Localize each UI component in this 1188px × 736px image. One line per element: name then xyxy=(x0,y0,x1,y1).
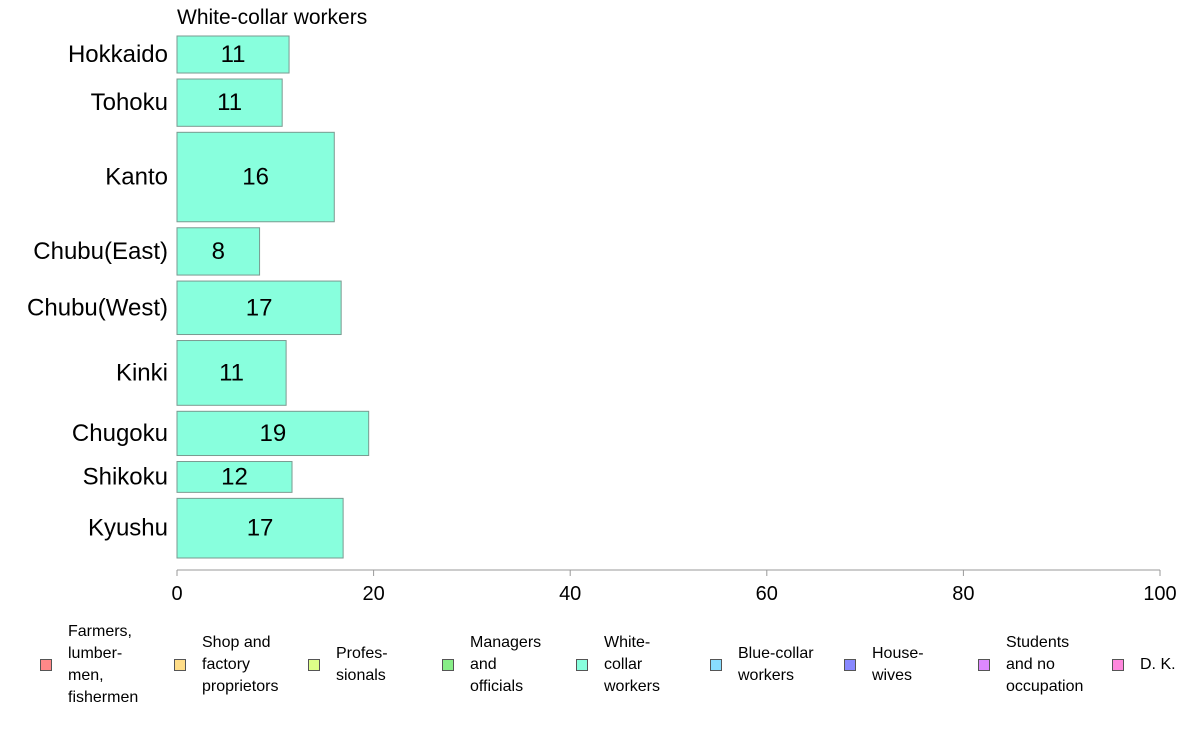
bar xyxy=(176,227,261,276)
category-label: Chubu(East) xyxy=(33,238,168,265)
data-label: 11 xyxy=(221,41,246,68)
legend-label: House- wives xyxy=(872,645,924,684)
data-label: 17 xyxy=(247,515,274,542)
legend-swatch xyxy=(40,659,52,671)
category-label: Tohoku xyxy=(91,89,168,116)
legend-item: Managers and officials xyxy=(442,632,541,698)
bar xyxy=(176,131,335,223)
legend-item: White- collar workers xyxy=(576,632,660,698)
x-tick-label: 20 xyxy=(362,583,384,605)
legend-swatch xyxy=(442,659,454,671)
bar xyxy=(176,35,290,74)
data-label: 16 xyxy=(242,164,269,191)
bar xyxy=(176,78,283,127)
legend-item: Blue-collar workers xyxy=(710,643,814,687)
legend-swatch xyxy=(710,659,722,671)
legend-label: D. K. xyxy=(1140,656,1176,673)
legend-item: Profes- sionals xyxy=(308,643,388,687)
legend-label: Managers and officials xyxy=(470,634,542,695)
bar-chart: Hokkaido 11 Tohoku 11 Kanto 16 Chubu(East) 8 Chu… xyxy=(27,35,1177,605)
data-label: 8 xyxy=(212,238,225,265)
legend-swatch xyxy=(1112,659,1124,671)
category-label: Hokkaido xyxy=(68,41,168,68)
legend-swatch xyxy=(978,659,990,671)
category-label: Chugoku xyxy=(72,420,168,447)
data-label: 11 xyxy=(217,89,242,116)
legend-label: White- collar workers xyxy=(604,634,661,695)
category-label: Shikoku xyxy=(83,463,168,490)
legend-label: Profes- sionals xyxy=(336,645,388,684)
category-label: Kinki xyxy=(116,359,168,386)
category-label: Chubu(West) xyxy=(27,294,168,321)
bar xyxy=(176,280,342,336)
bar xyxy=(176,340,287,406)
category-label: Kanto xyxy=(105,164,168,191)
legend-item: D. K. xyxy=(1112,654,1176,676)
legend-item: Shop and factory proprietors xyxy=(174,632,278,698)
legend-swatch xyxy=(308,659,320,671)
legend-label: Blue-collar workers xyxy=(738,645,814,684)
data-label: 12 xyxy=(221,463,248,490)
x-tick-label: 60 xyxy=(756,583,778,605)
data-label: 17 xyxy=(246,294,273,321)
legend-swatch xyxy=(174,659,186,671)
x-tick-label: 80 xyxy=(952,583,974,605)
legend-item: House- wives xyxy=(844,643,924,687)
bar xyxy=(176,461,293,493)
legend-item: Farmers, lumber- men, fishermen xyxy=(40,621,138,709)
legend-swatch xyxy=(576,659,588,671)
category-label: Kyushu xyxy=(88,515,168,542)
chart-title: White-collar workers xyxy=(177,6,368,29)
data-label: 19 xyxy=(259,420,286,447)
legend-label: Students and no occupation xyxy=(1006,634,1084,695)
x-tick-label: 40 xyxy=(559,583,581,605)
x-tick-label: 100 xyxy=(1143,583,1176,605)
bar xyxy=(176,497,344,559)
legend-label: Shop and factory proprietors xyxy=(202,634,279,695)
legend-item: Students and no occupation xyxy=(978,632,1083,698)
data-label: 11 xyxy=(219,359,244,386)
x-tick-label: 0 xyxy=(171,583,182,605)
legend-swatch xyxy=(844,659,856,671)
legend-label: Farmers, lumber- men, fishermen xyxy=(68,623,139,706)
bar xyxy=(176,410,370,457)
